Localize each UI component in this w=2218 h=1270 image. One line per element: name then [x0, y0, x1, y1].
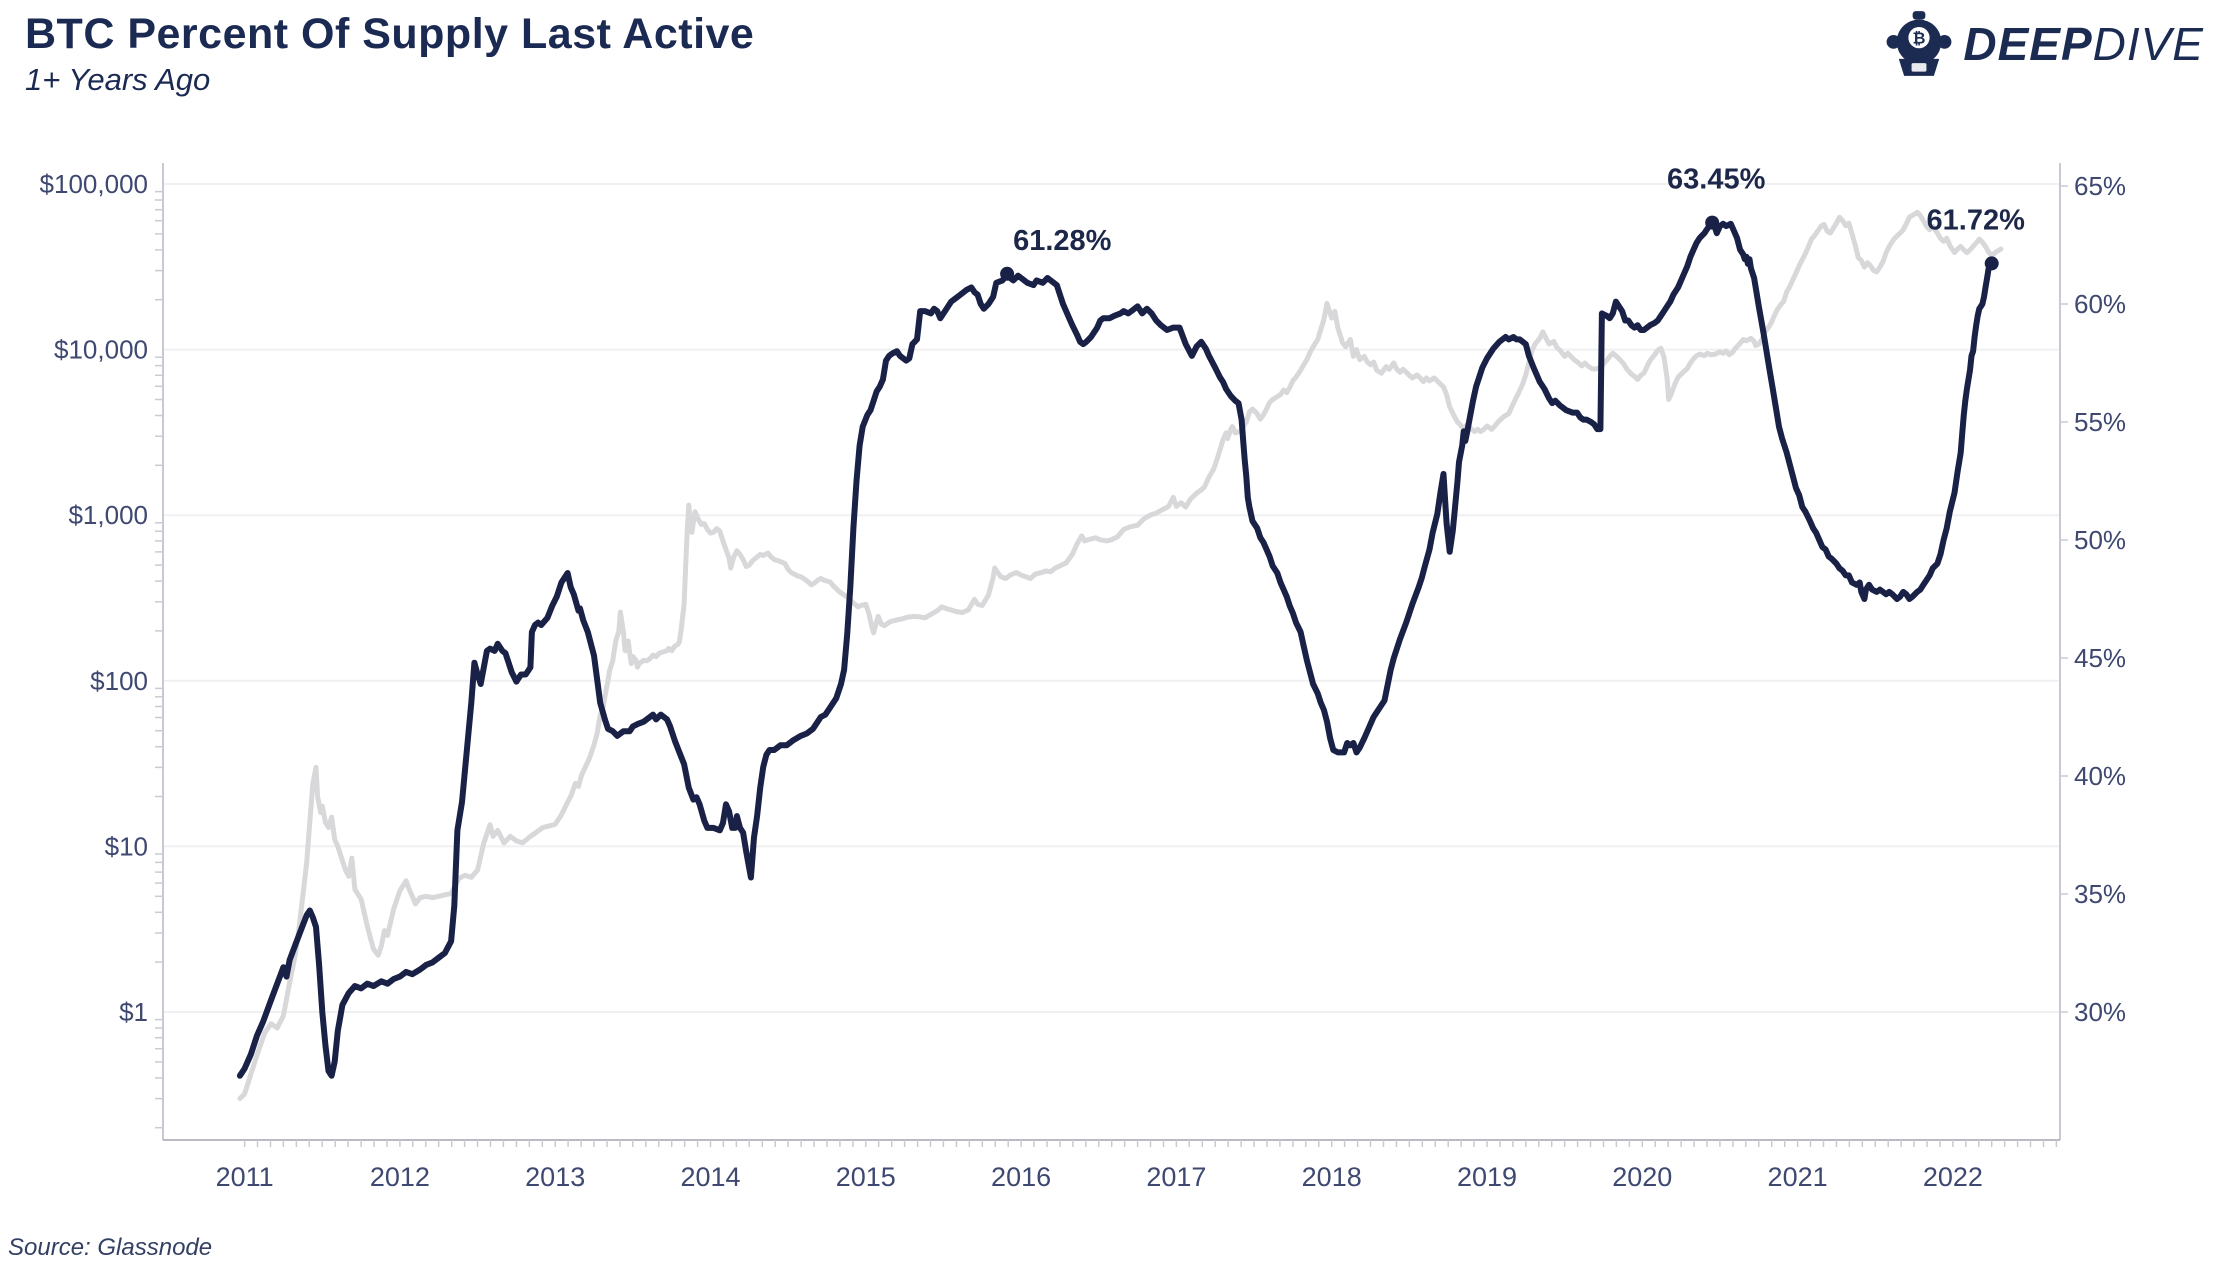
left-axis-tick-label: $1,000 — [68, 500, 148, 530]
x-axis-tick-label: 2021 — [1768, 1162, 1828, 1192]
right-axis-tick-label: 55% — [2074, 407, 2126, 437]
source-note: Source: Glassnode — [8, 1234, 213, 1261]
left-axis-tick-label: $10 — [105, 831, 148, 861]
helmet-viewport — [1908, 27, 1930, 49]
right-axis-tick-label: 30% — [2074, 997, 2126, 1027]
left-axis-tick-label: $10,000 — [54, 335, 148, 365]
brand-wordmark: DEEPDIVE — [1963, 17, 2204, 71]
brand-deep: DEEP — [1963, 18, 2093, 70]
x-axis-tick-label: 2022 — [1923, 1162, 1983, 1192]
left-axis-tick-label: $1 — [119, 997, 148, 1027]
annotation-dot — [1705, 215, 1720, 230]
x-axis-tick-label: 2018 — [1302, 1162, 1362, 1192]
x-axis-tick-label: 2016 — [991, 1162, 1051, 1192]
annotation-label: 61.28% — [1013, 225, 1112, 257]
right-axis-tick-label: 50% — [2074, 525, 2126, 555]
x-axis-tick-label: 2015 — [836, 1162, 896, 1192]
right-axis-tick-label: 65% — [2074, 171, 2126, 201]
brand-dive: DIVE — [2092, 18, 2204, 70]
annotation-label: 63.45% — [1667, 164, 1766, 196]
annotation-dot — [1984, 256, 1999, 271]
x-axis-tick-label: 2012 — [370, 1162, 430, 1192]
helmet-top-knob — [1912, 11, 1926, 20]
page-title: BTC Percent Of Supply Last Active — [25, 10, 755, 58]
x-axis-tick-label: 2019 — [1457, 1162, 1517, 1192]
right-axis-tick-label: 40% — [2074, 761, 2126, 791]
page-subtitle: 1+ Years Ago — [25, 62, 211, 97]
x-axis-tick-label: 2011 — [216, 1162, 274, 1192]
diving-helmet-bitcoin-icon: ₿ — [1886, 11, 1952, 76]
helmet-left-lug — [1886, 34, 1901, 49]
x-axis-tick-label: 2017 — [1146, 1162, 1206, 1192]
right-axis-tick-label: 60% — [2074, 289, 2126, 319]
annotation-label: 61.72% — [1927, 204, 2026, 236]
right-axis-tick-label: 45% — [2074, 643, 2126, 673]
annotation-dot — [1000, 266, 1015, 281]
right-axis-tick-label: 35% — [2074, 879, 2126, 909]
deepdive-logo: ₿ DEEPDIVE — [1885, 10, 2204, 78]
bitcoin-glyph: ₿ — [1913, 28, 1926, 47]
helmet-right-lug — [1937, 34, 1952, 49]
x-axis-tick-label: 2020 — [1612, 1162, 1672, 1192]
left-axis-tick-label: $100 — [90, 666, 148, 696]
x-axis-tick-label: 2014 — [680, 1162, 740, 1192]
supply-percent-series-line — [236, 219, 1995, 1079]
x-axis-tick-label: 2013 — [525, 1162, 585, 1192]
helmet-plate — [1911, 63, 1927, 72]
left-axis-tick-label: $100,000 — [40, 169, 148, 199]
btc-price-series-line — [237, 209, 2004, 1102]
